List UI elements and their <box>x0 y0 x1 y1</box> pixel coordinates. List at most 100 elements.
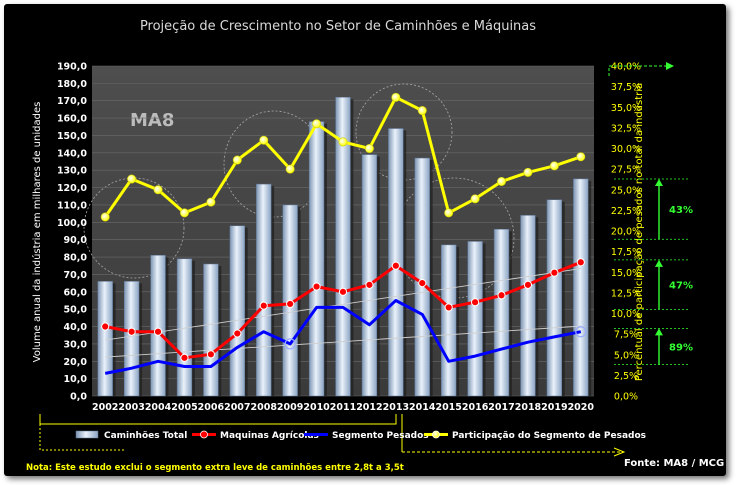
data-point <box>180 353 189 362</box>
x-tick-label: 2015 <box>435 402 461 413</box>
bar <box>467 241 483 397</box>
bar <box>361 154 378 397</box>
data-point <box>101 322 110 331</box>
left-tick-label: 30,0 <box>64 339 88 350</box>
chart-svg: Projeção de Crescimento no Setor de Cami… <box>26 19 724 473</box>
left-axis-title: Volume anual da indústria em milhares de… <box>31 102 43 363</box>
legend-label: Maquinas Agrícolas <box>220 431 319 441</box>
data-point <box>153 185 163 195</box>
data-point <box>576 152 586 162</box>
chart-frame: Projeção de Crescimento no Setor de Cami… <box>4 4 726 476</box>
x-tick-label: 2011 <box>330 402 356 413</box>
chart-title: Projeção de Crescimento no Setor de Cami… <box>140 19 536 34</box>
data-point <box>179 208 189 218</box>
left-axis-ticks: 0,0 10,0 20,0 30,0 40,0 50,0 60,0 70,0 80,0 90,0 1… <box>57 62 87 403</box>
right-tick-label: 22,5% <box>611 206 641 217</box>
left-tick-label: 70,0 <box>64 270 88 281</box>
x-tick-label: 2017 <box>488 402 514 413</box>
right-axis-ticks: 0,0% 2,5% 5,0% 7,5% 10,0% 12,5% 15,0% 17,5% 20,0… <box>611 62 641 403</box>
data-point <box>259 135 269 145</box>
data-point <box>365 280 374 289</box>
data-point <box>550 268 559 277</box>
right-tick-label: 2,5% <box>614 371 638 382</box>
trend-line <box>105 325 581 358</box>
legend-marker <box>432 430 440 439</box>
data-point <box>497 291 506 300</box>
right-tick-label: 7,5% <box>614 330 638 341</box>
left-tick-label: 90,0 <box>64 235 88 246</box>
growth-annotations: 43% 47% 89% <box>608 62 693 366</box>
data-point <box>127 327 136 336</box>
data-point <box>232 155 242 165</box>
data-point <box>523 280 533 289</box>
right-tick-label: 0,0% <box>614 392 638 403</box>
data-point <box>153 327 163 336</box>
footnote: Nota: Este estudo exclui o segmento extr… <box>26 463 404 473</box>
left-tick-label: 160,0 <box>57 114 87 125</box>
x-tick-label: 2019 <box>541 402 567 413</box>
right-tick-label: 15,0% <box>611 268 641 279</box>
growth-arrow-head <box>655 328 663 336</box>
bar <box>229 225 245 397</box>
bar <box>123 281 140 397</box>
bar <box>546 199 563 397</box>
data-point <box>338 137 348 147</box>
source-label: Fonte: MA8 / MCG <box>624 458 724 469</box>
data-point <box>338 287 348 296</box>
x-tick-label: 2008 <box>251 402 278 413</box>
x-tick-label: 2012 <box>356 402 382 413</box>
right-tick-label: 32,5% <box>611 123 641 134</box>
right-tick-label: 5,0% <box>614 350 638 361</box>
data-point <box>206 197 216 207</box>
data-point <box>284 338 296 350</box>
right-tick-label: 40,0% <box>611 62 641 73</box>
bar <box>97 281 113 397</box>
x-tick-label: 2006 <box>198 402 225 413</box>
left-tick-label: 110,0 <box>57 200 87 211</box>
bar <box>414 157 430 397</box>
data-point <box>285 164 295 174</box>
legend-label: Segmento Pesados <box>332 431 429 441</box>
data-point <box>100 212 110 222</box>
data-point <box>444 303 453 312</box>
right-tick-label: 10,0% <box>611 309 641 320</box>
line-series <box>100 92 587 375</box>
left-tick-label: 180,0 <box>57 79 87 90</box>
left-tick-label: 0,0 <box>70 392 87 403</box>
trend-lines <box>105 268 581 358</box>
right-tick-label: 35,0% <box>611 103 641 114</box>
data-point <box>417 106 427 116</box>
data-point <box>206 350 215 359</box>
left-tick-label: 40,0 <box>64 322 88 333</box>
bar <box>493 229 510 397</box>
x-tick-label: 2016 <box>462 402 489 413</box>
bar <box>203 263 219 397</box>
watermark-text: MA8 <box>130 110 174 131</box>
x-tick-label: 2018 <box>515 402 542 413</box>
bar <box>150 255 166 397</box>
x-tick-label: 2013 <box>383 402 409 413</box>
right-tick-label: 17,5% <box>611 247 641 258</box>
data-point <box>418 279 427 288</box>
data-point <box>286 299 295 309</box>
x-axis-ticks: 2002 2003 2004 2005 2006 2007 2008 2009 2010 2011… <box>92 402 594 413</box>
highlight-circle <box>83 177 185 279</box>
trend-line <box>105 268 581 341</box>
left-tick-label: 50,0 <box>64 305 88 316</box>
x-tick-label: 2010 <box>303 402 330 413</box>
data-point <box>312 282 321 291</box>
left-tick-label: 80,0 <box>64 253 88 264</box>
right-tick-label: 20,0% <box>611 227 641 238</box>
right-tick-label: 12,5% <box>611 288 641 299</box>
data-point <box>471 298 480 307</box>
growth-arrow-line <box>608 65 672 76</box>
data-point <box>312 119 322 129</box>
x-tick-label: 2014 <box>409 402 436 413</box>
data-point <box>575 326 587 338</box>
left-tick-label: 150,0 <box>57 131 87 142</box>
data-point <box>549 161 559 171</box>
data-point <box>497 177 507 187</box>
right-axis-title: Percentual de participação de pesados no… <box>633 83 645 381</box>
left-tick-label: 190,0 <box>57 62 87 73</box>
highlight-circle <box>355 83 453 181</box>
